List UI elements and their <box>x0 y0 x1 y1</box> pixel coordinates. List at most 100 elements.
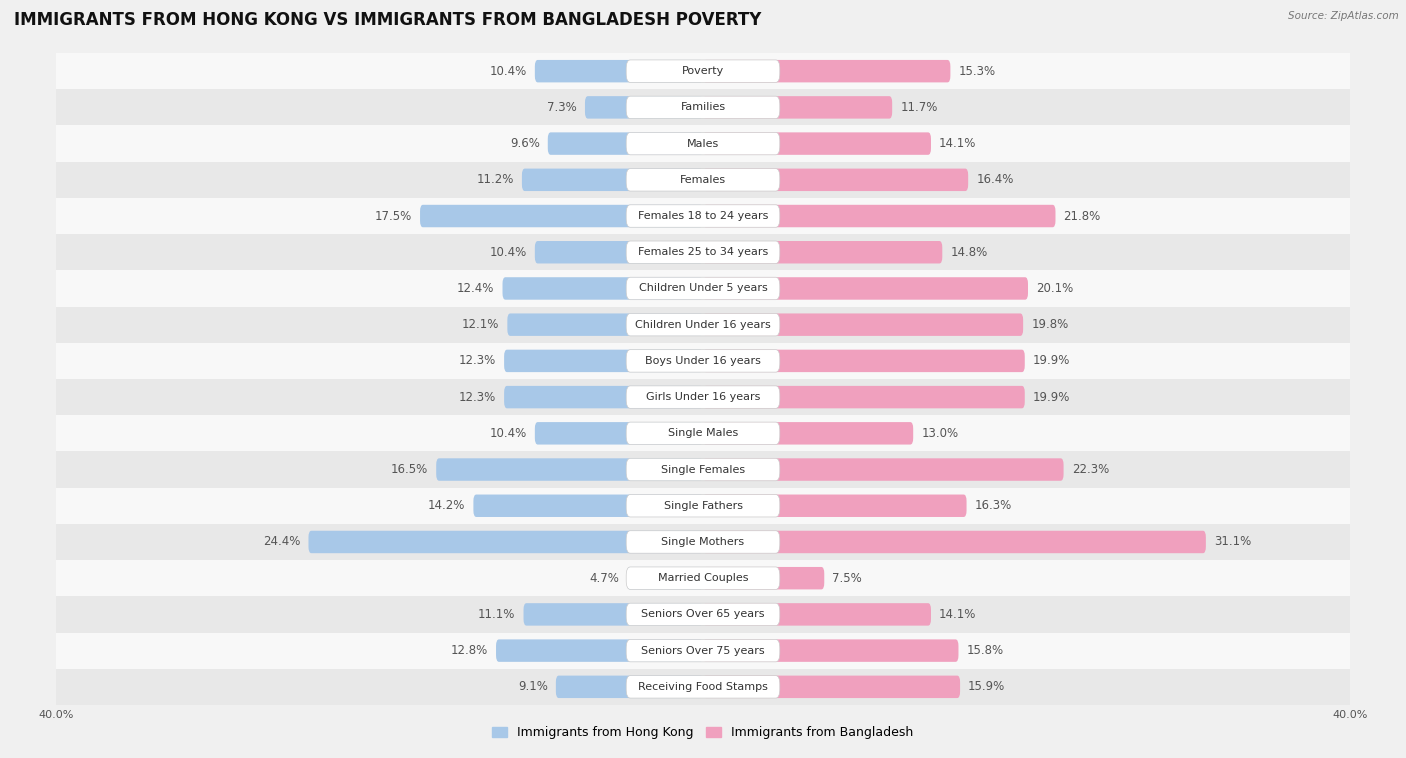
FancyBboxPatch shape <box>585 96 703 118</box>
FancyBboxPatch shape <box>627 567 703 590</box>
FancyBboxPatch shape <box>626 241 780 264</box>
Text: Single Mothers: Single Mothers <box>661 537 745 547</box>
Text: 14.1%: 14.1% <box>939 137 976 150</box>
Text: Single Males: Single Males <box>668 428 738 438</box>
Text: 9.6%: 9.6% <box>510 137 540 150</box>
Text: 19.9%: 19.9% <box>1033 355 1070 368</box>
Bar <box>56 89 1350 126</box>
Text: Single Females: Single Females <box>661 465 745 475</box>
FancyBboxPatch shape <box>522 168 703 191</box>
FancyBboxPatch shape <box>626 640 780 662</box>
Bar <box>56 560 1350 597</box>
FancyBboxPatch shape <box>626 422 780 444</box>
Text: 17.5%: 17.5% <box>375 209 412 223</box>
Text: 16.3%: 16.3% <box>974 500 1012 512</box>
Bar <box>56 415 1350 452</box>
FancyBboxPatch shape <box>626 603 780 625</box>
FancyBboxPatch shape <box>703 349 1025 372</box>
FancyBboxPatch shape <box>626 675 780 698</box>
Text: 22.3%: 22.3% <box>1071 463 1109 476</box>
Bar <box>56 487 1350 524</box>
Bar <box>56 126 1350 161</box>
FancyBboxPatch shape <box>626 168 780 191</box>
FancyBboxPatch shape <box>703 494 966 517</box>
FancyBboxPatch shape <box>626 277 780 299</box>
FancyBboxPatch shape <box>703 459 1063 481</box>
Text: 13.0%: 13.0% <box>921 427 959 440</box>
Text: 7.3%: 7.3% <box>547 101 576 114</box>
Bar <box>56 597 1350 632</box>
Text: 10.4%: 10.4% <box>489 427 527 440</box>
Text: 16.5%: 16.5% <box>391 463 429 476</box>
FancyBboxPatch shape <box>703 675 960 698</box>
FancyBboxPatch shape <box>703 60 950 83</box>
FancyBboxPatch shape <box>703 531 1206 553</box>
FancyBboxPatch shape <box>308 531 703 553</box>
Text: Receiving Food Stamps: Receiving Food Stamps <box>638 682 768 692</box>
Text: Females 25 to 34 years: Females 25 to 34 years <box>638 247 768 257</box>
FancyBboxPatch shape <box>523 603 703 625</box>
FancyBboxPatch shape <box>626 314 780 336</box>
FancyBboxPatch shape <box>703 640 959 662</box>
Bar <box>56 452 1350 487</box>
FancyBboxPatch shape <box>502 277 703 299</box>
Text: 15.9%: 15.9% <box>969 681 1005 694</box>
Text: Females: Females <box>681 175 725 185</box>
Bar <box>56 343 1350 379</box>
FancyBboxPatch shape <box>420 205 703 227</box>
Text: 14.1%: 14.1% <box>939 608 976 621</box>
Bar <box>56 198 1350 234</box>
Text: Seniors Over 65 years: Seniors Over 65 years <box>641 609 765 619</box>
FancyBboxPatch shape <box>508 314 703 336</box>
Text: 31.1%: 31.1% <box>1213 535 1251 549</box>
FancyBboxPatch shape <box>703 422 914 444</box>
Bar <box>56 53 1350 89</box>
Text: 11.7%: 11.7% <box>900 101 938 114</box>
FancyBboxPatch shape <box>703 386 1025 409</box>
FancyBboxPatch shape <box>626 349 780 372</box>
FancyBboxPatch shape <box>703 603 931 625</box>
FancyBboxPatch shape <box>626 494 780 517</box>
Text: 19.8%: 19.8% <box>1031 318 1069 331</box>
FancyBboxPatch shape <box>555 675 703 698</box>
FancyBboxPatch shape <box>626 567 780 590</box>
Bar <box>56 271 1350 306</box>
Text: 11.2%: 11.2% <box>477 174 513 186</box>
FancyBboxPatch shape <box>505 349 703 372</box>
Text: Males: Males <box>688 139 718 149</box>
Text: 21.8%: 21.8% <box>1063 209 1101 223</box>
Text: 12.8%: 12.8% <box>451 644 488 657</box>
Text: 16.4%: 16.4% <box>976 174 1014 186</box>
FancyBboxPatch shape <box>703 168 969 191</box>
FancyBboxPatch shape <box>703 567 824 590</box>
Text: Children Under 16 years: Children Under 16 years <box>636 320 770 330</box>
Text: IMMIGRANTS FROM HONG KONG VS IMMIGRANTS FROM BANGLADESH POVERTY: IMMIGRANTS FROM HONG KONG VS IMMIGRANTS … <box>14 11 762 30</box>
Text: 12.1%: 12.1% <box>463 318 499 331</box>
FancyBboxPatch shape <box>626 459 780 481</box>
Bar <box>56 306 1350 343</box>
FancyBboxPatch shape <box>548 133 703 155</box>
Bar <box>56 632 1350 669</box>
FancyBboxPatch shape <box>505 386 703 409</box>
Text: 24.4%: 24.4% <box>263 535 301 549</box>
Bar <box>56 524 1350 560</box>
FancyBboxPatch shape <box>534 422 703 444</box>
FancyBboxPatch shape <box>703 314 1024 336</box>
FancyBboxPatch shape <box>474 494 703 517</box>
Text: 12.3%: 12.3% <box>458 355 496 368</box>
FancyBboxPatch shape <box>436 459 703 481</box>
FancyBboxPatch shape <box>626 386 780 409</box>
FancyBboxPatch shape <box>626 60 780 83</box>
FancyBboxPatch shape <box>626 205 780 227</box>
Text: 19.9%: 19.9% <box>1033 390 1070 403</box>
Text: 9.1%: 9.1% <box>517 681 548 694</box>
Bar <box>56 379 1350 415</box>
Bar <box>56 234 1350 271</box>
Text: Families: Families <box>681 102 725 112</box>
FancyBboxPatch shape <box>703 133 931 155</box>
FancyBboxPatch shape <box>703 277 1028 299</box>
Bar <box>56 669 1350 705</box>
Text: 14.8%: 14.8% <box>950 246 987 258</box>
Text: 20.1%: 20.1% <box>1036 282 1073 295</box>
Text: Children Under 5 years: Children Under 5 years <box>638 283 768 293</box>
